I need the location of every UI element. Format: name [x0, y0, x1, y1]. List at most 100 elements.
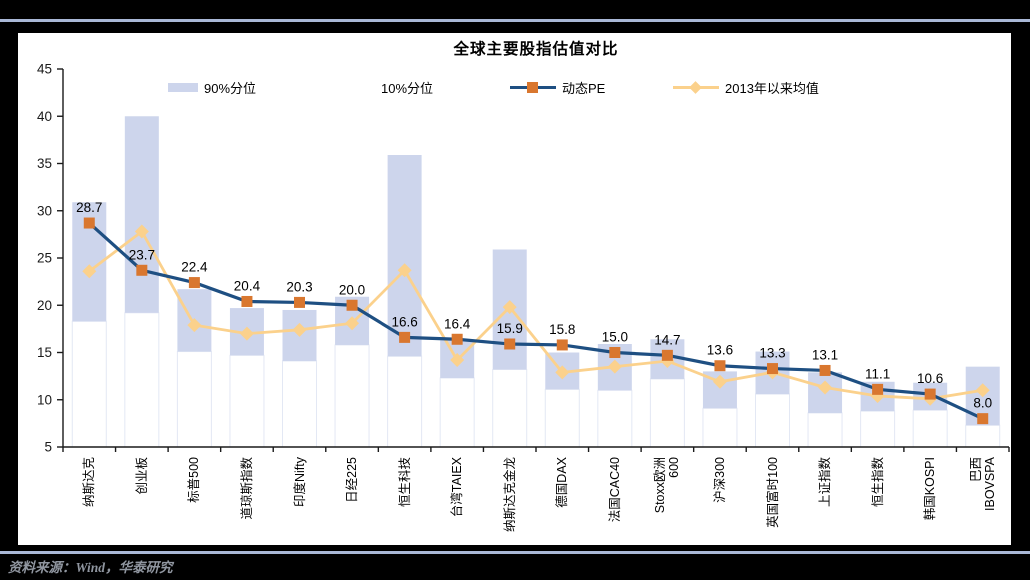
- x-axis-label: 上证指数: [818, 457, 833, 508]
- pe-square-marker: [977, 413, 989, 425]
- mean-diamond-marker: [818, 380, 833, 395]
- legend-label-p90: 90%分位: [204, 80, 257, 96]
- x-axis-label: 印度Nifty: [292, 457, 307, 508]
- lower-percentile-bar: [439, 377, 475, 448]
- chart-plot-svg: 5 10 15 20 25 30 35 40 45 28.7 23.7 22.4 20.4 20.3 20.…: [37, 62, 1010, 455]
- x-axis-label: 日经225: [345, 457, 360, 503]
- lower-percentile-bar: [965, 424, 1001, 448]
- pe-value-label: 23.7: [129, 247, 155, 262]
- mean-diamond-marker: [187, 318, 202, 333]
- lower-percentile-bar: [597, 389, 633, 448]
- pe-square-marker: [872, 383, 884, 395]
- pe-square-marker: [504, 338, 516, 350]
- pe-square-marker: [83, 217, 95, 229]
- pe-square-marker: [451, 333, 463, 345]
- lower-percentile-bar: [282, 360, 317, 448]
- lower-percentile-bar: [649, 378, 685, 448]
- pe-square-marker: [399, 331, 411, 343]
- legend-item-pe: 动态PE: [510, 79, 605, 96]
- pe-square-marker: [819, 364, 831, 376]
- pe-value-label: 16.6: [391, 314, 417, 329]
- pe-value-label: 10.6: [917, 371, 943, 386]
- x-axis-label: 创业板: [134, 457, 149, 495]
- mean-diamond-marker: [555, 365, 570, 380]
- lower-percentile-bar: [71, 320, 107, 448]
- y-tick-label: 45: [37, 62, 52, 77]
- pe-value-label: 28.7: [76, 200, 102, 215]
- pe-value-label: 22.4: [181, 260, 208, 275]
- lower-percentile-bar: [334, 344, 370, 448]
- x-axis-label: 纳斯达克: [82, 457, 97, 508]
- pe-marker-sample: [527, 81, 538, 93]
- legend-item-mean: 2013年以来均值: [673, 79, 819, 96]
- legend-swatch-p10: [345, 82, 375, 92]
- pe-value-label: 13.1: [812, 347, 838, 362]
- mean-diamond-marker: [292, 322, 307, 337]
- lower-percentile-bar: [702, 407, 738, 448]
- lower-percentile-bar: [755, 393, 790, 448]
- pe-value-label: 14.7: [654, 332, 680, 347]
- pe-square-marker: [294, 296, 305, 308]
- x-axis-label: 道琼斯指数: [239, 457, 254, 520]
- lower-percentile-bar: [176, 351, 212, 448]
- lower-percentile-bar: [912, 409, 948, 448]
- x-axis-label: 法国CAC40: [607, 457, 622, 523]
- x-axis-label: 英国富时100: [765, 457, 780, 528]
- y-tick-label: 20: [37, 298, 52, 313]
- x-axis-label: 标普500: [187, 457, 202, 503]
- lower-percentile-bar: [807, 412, 843, 448]
- y-tick-label: 15: [37, 345, 52, 360]
- mean-diamond-marker: [397, 263, 412, 278]
- pe-value-label: 20.3: [286, 279, 312, 294]
- pe-square-marker: [346, 299, 358, 311]
- pe-square-marker: [714, 360, 726, 372]
- pe-square-marker: [556, 339, 568, 351]
- legend-swatch-mean-line: [673, 80, 719, 94]
- y-tick-label: 35: [37, 156, 52, 171]
- pe-value-label: 15.8: [549, 322, 575, 337]
- pe-value-label: 20.0: [339, 282, 365, 297]
- x-axis-label: Stoxx欧洲 600: [653, 457, 682, 514]
- mean-diamond-marker: [975, 383, 990, 398]
- pe-square-marker: [609, 347, 621, 358]
- pe-value-label: 8.0: [973, 396, 992, 411]
- chart-title: 全球主要股指估值对比: [453, 39, 619, 58]
- pe-value-label: 15.0: [602, 330, 628, 345]
- mean-diamond-marker: [239, 326, 254, 341]
- pe-square-marker: [924, 388, 936, 400]
- mean-line: [88, 229, 983, 401]
- lower-percentile-bar: [492, 369, 528, 448]
- pe-value-label: 13.6: [707, 343, 733, 358]
- pe-value-label: 20.4: [234, 278, 261, 293]
- x-axis-label: 德国DAX: [555, 457, 570, 508]
- pe-square-marker: [661, 349, 673, 361]
- mean-diamond-marker: [134, 224, 149, 239]
- percentile-range-bar: [387, 154, 422, 357]
- source-attribution: 资料来源：Wind，华泰研究: [8, 560, 173, 575]
- lower-percentile-bar: [544, 388, 580, 448]
- pe-square-marker: [241, 295, 253, 307]
- x-axis-label: 台湾TAIEX: [450, 457, 465, 518]
- x-axis-label: 沪深300: [712, 457, 727, 503]
- percentile-range-bar: [124, 116, 159, 313]
- y-tick-label: 10: [37, 392, 52, 407]
- legend-swatch-p90: [168, 82, 198, 92]
- top-accent-rule: [0, 19, 1030, 22]
- x-axis-label: 恒生指数: [870, 457, 885, 508]
- legend-swatch-pe-line: [510, 81, 556, 94]
- legend-label-mean: 2013年以来均值: [725, 80, 819, 96]
- y-tick-label: 40: [37, 109, 52, 124]
- mean-diamond-marker: [345, 316, 360, 331]
- pe-square-marker: [136, 264, 148, 276]
- pe-line: [88, 221, 984, 421]
- y-tick-label: 30: [37, 203, 52, 218]
- lower-percentile-bar: [860, 410, 896, 448]
- x-axis-label: 纳斯达克金龙: [502, 457, 517, 533]
- pe-value-label: 15.9: [497, 321, 523, 336]
- mean-diamond-marker: [607, 359, 622, 374]
- pe-value-label: 16.4: [444, 316, 471, 331]
- lower-percentile-bar: [124, 312, 160, 448]
- legend-label-p10: 10%分位: [381, 80, 434, 96]
- mean-diamond-marker: [712, 374, 727, 389]
